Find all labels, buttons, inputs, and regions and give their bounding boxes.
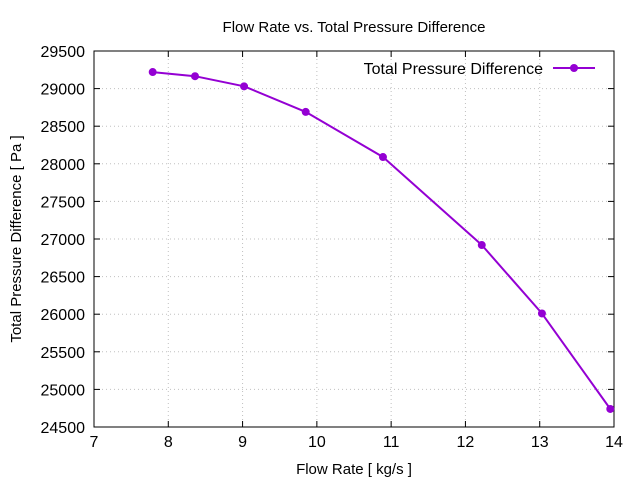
y-tick-label: 26500 <box>41 270 86 287</box>
y-tick-label: 29500 <box>41 44 86 61</box>
legend-label: Total Pressure Difference <box>364 61 543 78</box>
y-tick-label: 27000 <box>41 232 86 249</box>
y-axis-label: Total Pressure Difference [ Pa ] <box>8 135 25 342</box>
chart-title: Flow Rate vs. Total Pressure Difference <box>223 19 486 36</box>
grid <box>94 51 614 427</box>
data-point <box>240 82 249 91</box>
x-tick-labels: 7 8 9 10 11 12 13 14 <box>90 434 623 451</box>
y-tick-label: 24500 <box>41 420 86 437</box>
data-point <box>148 68 157 77</box>
data-point <box>477 241 486 250</box>
x-tick-label: 12 <box>457 434 475 451</box>
data-point <box>191 72 200 81</box>
legend: Total Pressure Difference <box>364 61 595 78</box>
series-line <box>152 71 612 410</box>
y-tick-label: 28000 <box>41 157 86 174</box>
x-tick-label: 8 <box>164 434 173 451</box>
data-point <box>537 309 546 318</box>
y-tick-label: 25500 <box>41 345 86 362</box>
x-tick-label: 9 <box>238 434 247 451</box>
y-tick-label: 29000 <box>41 82 86 99</box>
data-point <box>378 153 387 162</box>
plot-frame <box>93 50 615 428</box>
x-tick-label: 13 <box>531 434 549 451</box>
x-tick-label: 11 <box>383 434 400 451</box>
x-axis-label: Flow Rate [ kg/s ] <box>296 461 412 478</box>
x-tick-label: 14 <box>605 434 623 451</box>
y-tick-label: 25000 <box>41 382 86 399</box>
legend-marker-sample <box>570 64 578 72</box>
y-tick-label: 27500 <box>41 194 86 211</box>
y-tick-label: 26000 <box>41 307 86 324</box>
y-tick-labels: 24500 25000 25500 26000 26500 27000 27500 28000… <box>41 44 86 437</box>
x-tick-label: 7 <box>90 434 99 451</box>
x-tick-label: 10 <box>308 434 326 451</box>
data-point <box>606 404 615 413</box>
y-tick-label: 28500 <box>41 119 86 136</box>
data-point <box>301 107 310 116</box>
series-group <box>148 68 615 413</box>
